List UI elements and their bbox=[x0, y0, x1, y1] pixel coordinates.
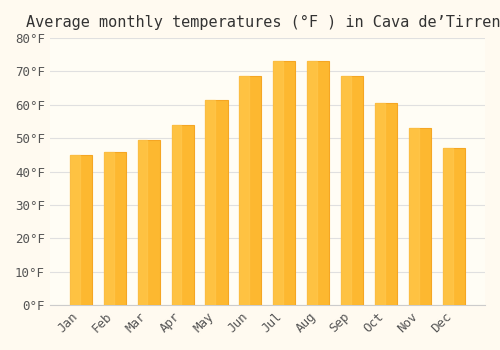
Bar bbox=[172, 125, 181, 305]
Bar bbox=[274, 62, 283, 305]
Bar bbox=[138, 140, 147, 305]
Bar bbox=[104, 152, 114, 305]
Bar bbox=[375, 103, 385, 305]
Title: Average monthly temperatures (°F ) in Cava de’Tirreni: Average monthly temperatures (°F ) in Ca… bbox=[26, 15, 500, 30]
Bar bbox=[308, 62, 330, 305]
Bar bbox=[206, 100, 228, 305]
Bar bbox=[443, 148, 465, 305]
Bar bbox=[240, 77, 250, 305]
Bar bbox=[70, 155, 80, 305]
Bar bbox=[172, 125, 194, 305]
Bar bbox=[70, 155, 92, 305]
Bar bbox=[206, 100, 216, 305]
Bar bbox=[443, 148, 453, 305]
Bar bbox=[375, 103, 398, 305]
Bar bbox=[240, 77, 262, 305]
Bar bbox=[104, 152, 126, 305]
Bar bbox=[308, 62, 318, 305]
Bar bbox=[342, 77, 351, 305]
Bar bbox=[274, 62, 295, 305]
Bar bbox=[409, 128, 432, 305]
Bar bbox=[138, 140, 160, 305]
Bar bbox=[409, 128, 419, 305]
Bar bbox=[342, 77, 363, 305]
